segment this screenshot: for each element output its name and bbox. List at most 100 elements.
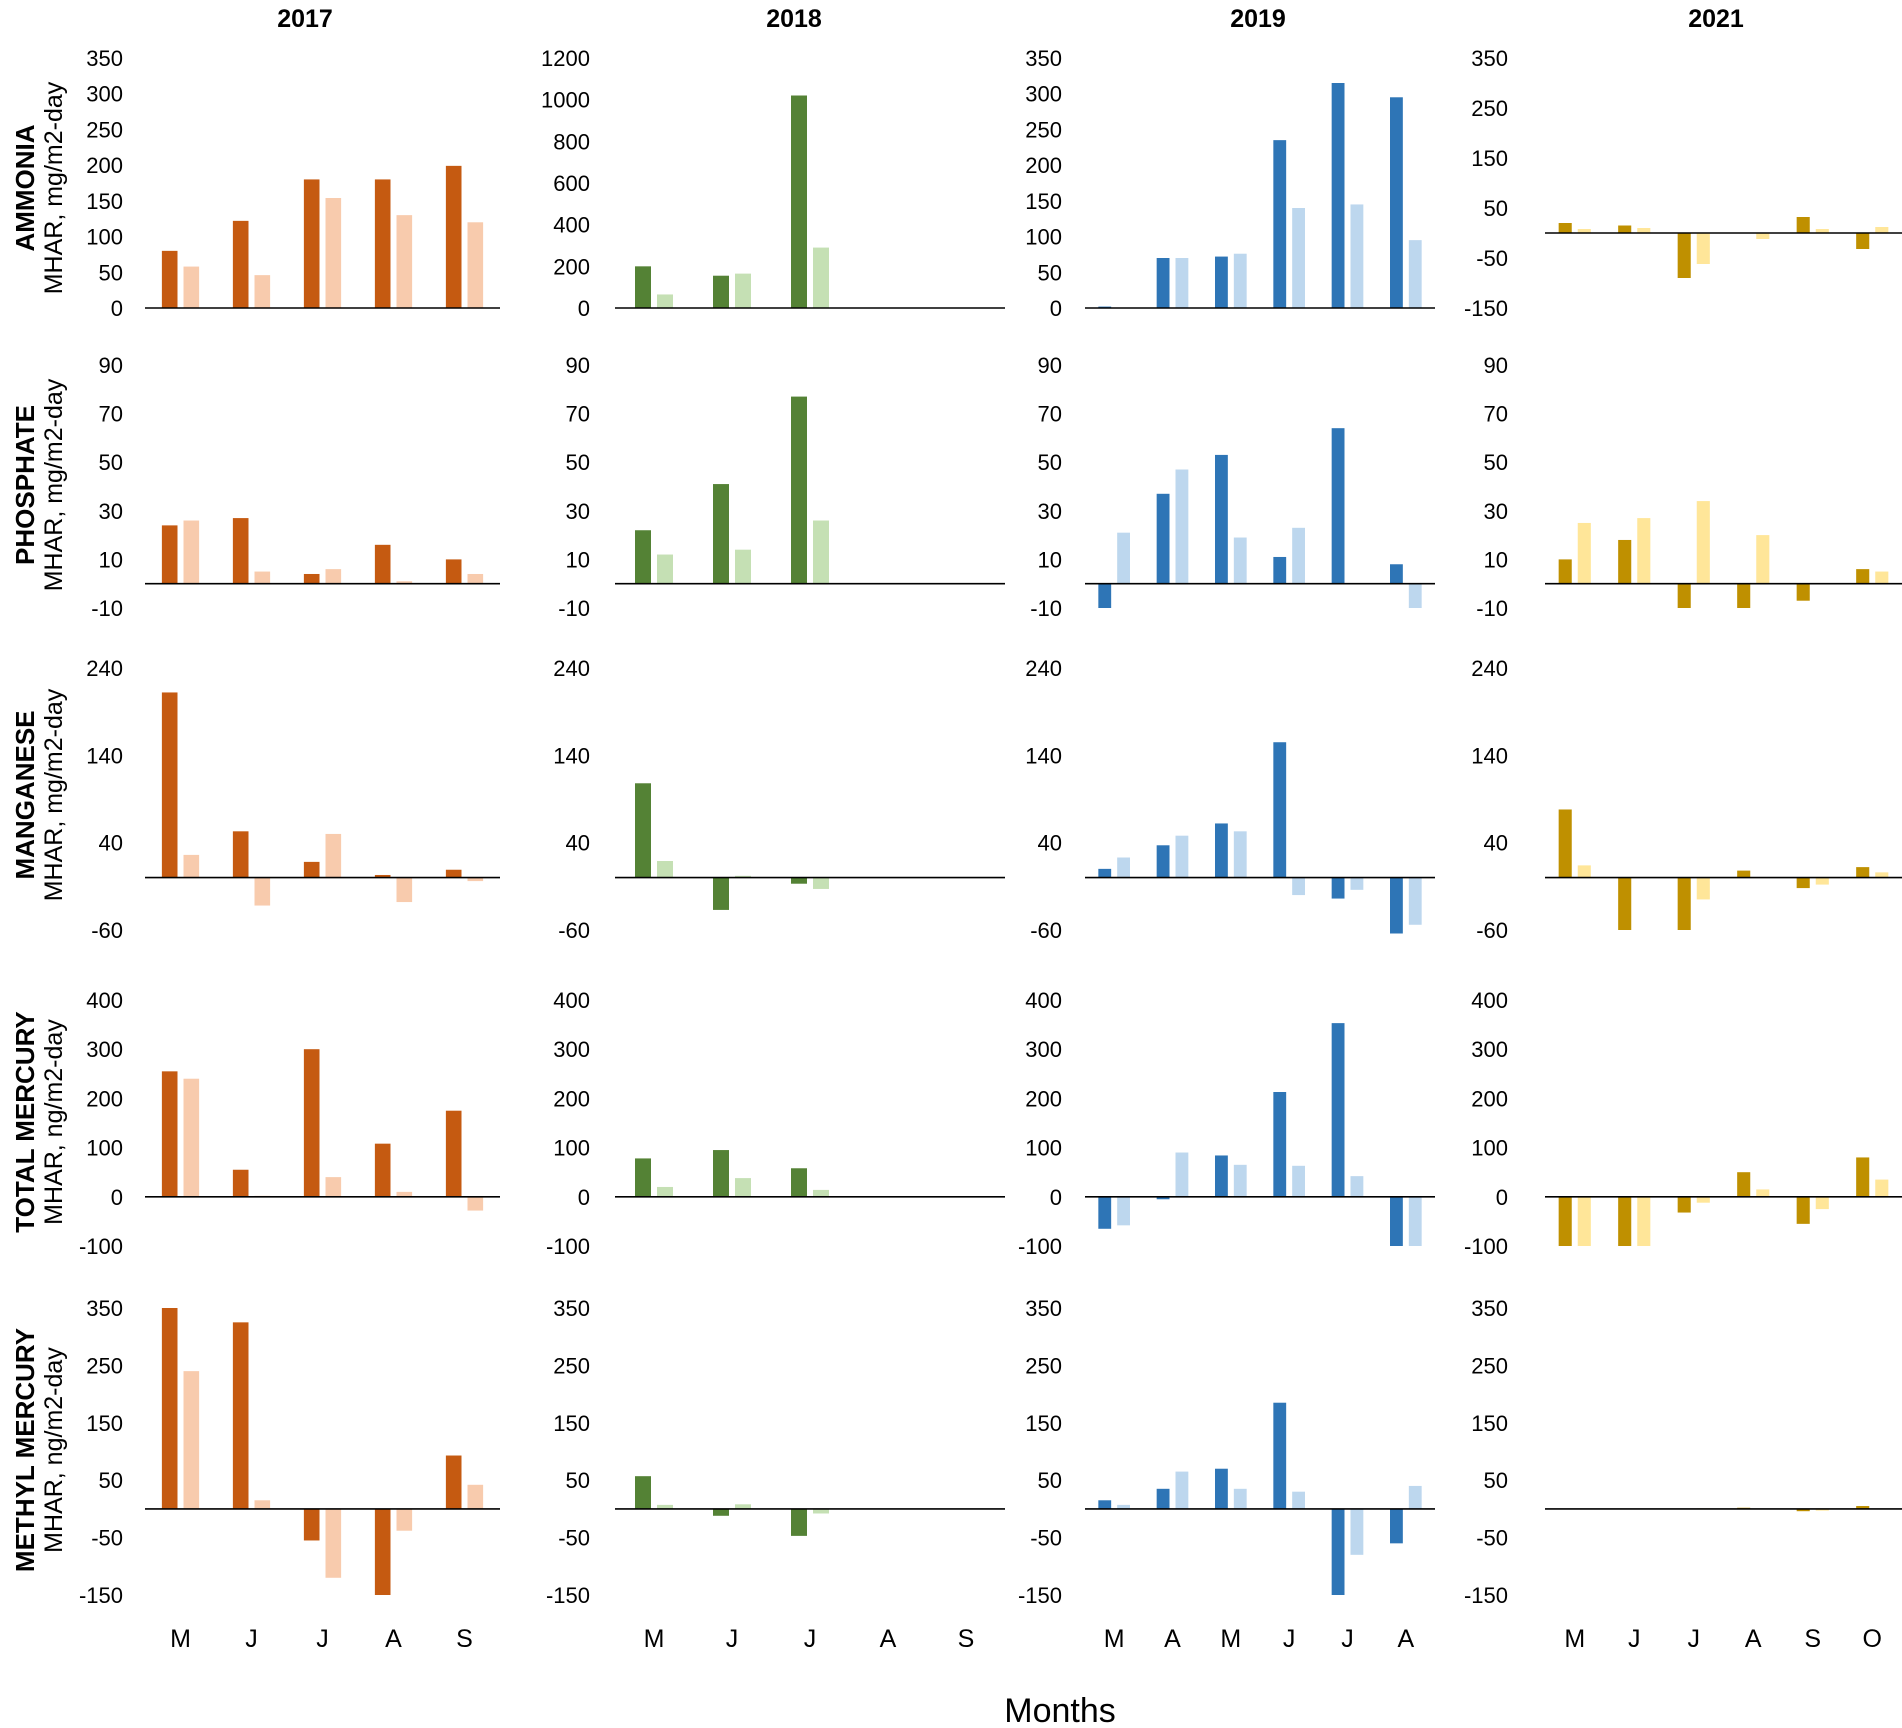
- bar-dark-j-4: [1273, 742, 1287, 878]
- row-unit-methyl-mercury: MHAR, ng/m2-day: [40, 1347, 68, 1553]
- bar-light-s-5: [1815, 1508, 1829, 1511]
- y-tick-label: 0: [111, 1185, 123, 1210]
- bar-dark-a-4: [1737, 583, 1751, 608]
- month-label: A: [1397, 1625, 1414, 1653]
- bar-dark-s-5: [445, 1110, 462, 1197]
- bar-dark-j-3: [303, 861, 320, 878]
- y-tick-label: -50: [558, 1526, 590, 1551]
- y-tick-label: 50: [1484, 196, 1508, 221]
- y-tick-label: 200: [1025, 1086, 1062, 1111]
- y-tick-label: 150: [1471, 1411, 1508, 1436]
- y-tick-label: 50: [99, 260, 123, 285]
- y-tick-label: 200: [86, 1086, 123, 1111]
- panel-ammonia-2018: 0 200 400 600 800 1000 1200: [541, 46, 1005, 321]
- y-tick-label: 70: [1484, 402, 1508, 427]
- y-tick-label: 200: [553, 254, 590, 279]
- bar-dark-j-2: [232, 518, 249, 584]
- bar-light-j-5: [1350, 1508, 1364, 1555]
- bar-light-s-5: [467, 1196, 484, 1211]
- bar-light-j-3: [1696, 233, 1710, 264]
- bar-light-s-5: [1815, 877, 1829, 885]
- y-tick-label: -60: [558, 918, 590, 943]
- y-tick-label: 400: [86, 988, 123, 1013]
- y-tick-label: 250: [1471, 96, 1508, 121]
- bar-light-j-5: [1350, 204, 1364, 308]
- bar-dark-j-2: [713, 275, 729, 308]
- bar-light-a-4: [396, 1191, 413, 1197]
- y-tick-label: 150: [86, 189, 123, 214]
- bar-light-m-1: [1577, 865, 1591, 878]
- bar-dark-m-1: [635, 1158, 651, 1197]
- bar-light-j-4: [1292, 877, 1305, 896]
- panel-total-mercury-2017: -100 0 100 200 300 400: [79, 988, 500, 1259]
- row-unit-ammonia: MHAR, mg/m2-day: [40, 81, 68, 294]
- row-title-methyl-mercury: METHYL MERCURY: [10, 1328, 40, 1572]
- month-label: A: [1164, 1625, 1181, 1653]
- y-tick-label: 400: [553, 213, 590, 238]
- y-tick-label: 90: [1484, 353, 1508, 378]
- y-tick-label: 10: [566, 547, 590, 572]
- bar-light-j-3: [325, 1177, 342, 1197]
- y-tick-label: 240: [553, 656, 590, 681]
- bar-dark-j-2: [232, 831, 249, 878]
- bar-light-j-2: [1637, 518, 1651, 584]
- y-tick-label: 50: [566, 1468, 590, 1493]
- bar-light-j-2: [735, 549, 751, 584]
- bar-dark-m-1: [161, 1071, 178, 1197]
- panel-methyl-mercury-2021: -150 -50 50 150 250 350 M J J A S O: [1464, 1296, 1902, 1653]
- bar-dark-s-5: [445, 869, 462, 878]
- y-tick-label: 240: [1471, 656, 1508, 681]
- panel-ammonia-2021: -150 -50 50 150 250 350: [1464, 46, 1902, 321]
- y-tick-label: 10: [1484, 547, 1508, 572]
- bar-dark-j-3: [1677, 233, 1691, 278]
- bar-dark-j-5: [1331, 877, 1345, 899]
- y-tick-label: 400: [553, 988, 590, 1013]
- panel-methyl-mercury-2019: -150 -50 50 150 250 350 M A M J J A: [1018, 1296, 1435, 1653]
- bar-dark-o-6: [1856, 233, 1870, 249]
- bar-light-a-4: [396, 877, 413, 903]
- y-tick-label: 50: [1038, 450, 1062, 475]
- month-label: M: [1104, 1625, 1125, 1653]
- y-tick-label: 50: [1038, 1468, 1062, 1493]
- bar-dark-s-5: [1796, 877, 1810, 889]
- y-tick-label: -100: [79, 1234, 123, 1259]
- bar-light-a-6: [1408, 1485, 1422, 1509]
- bar-dark-a-2: [1156, 1196, 1170, 1200]
- y-tick-label: 140: [86, 743, 123, 768]
- y-tick-label: 250: [86, 117, 123, 142]
- month-label: J: [245, 1625, 258, 1653]
- y-tick-label: 140: [1025, 743, 1062, 768]
- bar-light-j-3: [813, 1508, 829, 1514]
- bar-dark-m-1: [1558, 809, 1572, 878]
- y-tick-label: 350: [553, 1296, 590, 1321]
- y-tick-label: 400: [1025, 988, 1062, 1013]
- bar-light-j-2: [735, 273, 751, 308]
- bar-dark-j-3: [791, 877, 807, 884]
- bar-light-o-6: [1875, 1179, 1889, 1197]
- y-tick-label: 40: [1038, 831, 1062, 856]
- bar-dark-a-2: [1156, 493, 1170, 584]
- bar-dark-j-3: [1677, 583, 1691, 608]
- bar-dark-m-1: [161, 525, 178, 584]
- bar-dark-j-2: [713, 877, 729, 910]
- bar-dark-j-2: [713, 1150, 729, 1197]
- month-label: M: [170, 1625, 191, 1653]
- y-tick-label: 1200: [541, 46, 590, 71]
- y-tick-label: -150: [1464, 296, 1508, 321]
- bar-light-m-1: [183, 1371, 200, 1509]
- y-tick-label: 40: [566, 831, 590, 856]
- bar-light-j-5: [1350, 877, 1364, 890]
- bar-light-a-2: [1175, 258, 1189, 308]
- month-label: A: [1745, 1625, 1762, 1653]
- bar-light-m-1: [657, 861, 673, 878]
- bar-dark-m-3: [1215, 1468, 1228, 1509]
- bar-light-a-2: [1175, 1152, 1189, 1197]
- bar-dark-j-2: [232, 220, 249, 308]
- bar-light-a-6: [1408, 1196, 1422, 1246]
- bar-dark-m-1: [635, 530, 651, 584]
- bar-light-j-3: [813, 247, 829, 308]
- panel-manganese-2017: -60 40 140 240: [86, 656, 500, 943]
- bar-dark-a-6: [1390, 877, 1403, 934]
- y-tick-label: 350: [1025, 1296, 1062, 1321]
- y-tick-label: 200: [1471, 1086, 1508, 1111]
